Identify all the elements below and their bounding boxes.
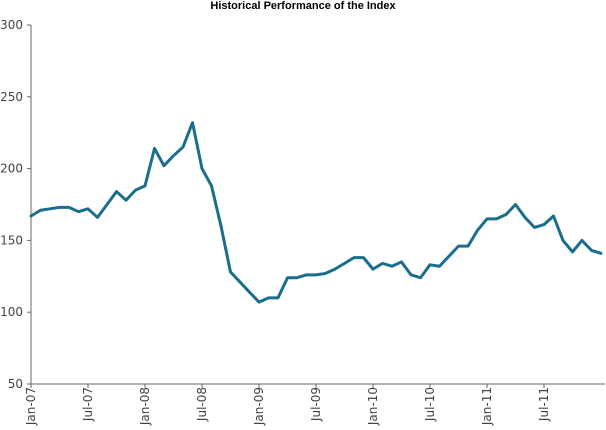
y-tick-label: 50 bbox=[8, 377, 23, 391]
y-tick-label: 300 bbox=[0, 18, 23, 32]
y-tick-label: 200 bbox=[0, 162, 23, 176]
x-tick-label: Jan-08 bbox=[138, 387, 152, 426]
x-tick-label: Jan-07 bbox=[24, 387, 38, 426]
x-tick-label: Jan-09 bbox=[252, 387, 266, 426]
x-tick-label: Jan-11 bbox=[480, 387, 494, 426]
line-series bbox=[29, 121, 603, 304]
y-tick-label: 100 bbox=[0, 305, 23, 319]
x-tick-label: Jul-08 bbox=[195, 387, 209, 422]
x-tick-label: Jan-10 bbox=[366, 387, 380, 426]
x-tick-label: Jul-09 bbox=[309, 387, 323, 422]
y-tick-label: 150 bbox=[0, 233, 23, 247]
x-tick-label: Jul-10 bbox=[423, 387, 437, 422]
y-tick-label: 250 bbox=[0, 90, 23, 104]
x-tick-label: Jul-07 bbox=[81, 387, 95, 422]
chart-title: Historical Performance of the Index bbox=[210, 0, 396, 12]
x-tick-label: Jul-11 bbox=[537, 387, 551, 422]
